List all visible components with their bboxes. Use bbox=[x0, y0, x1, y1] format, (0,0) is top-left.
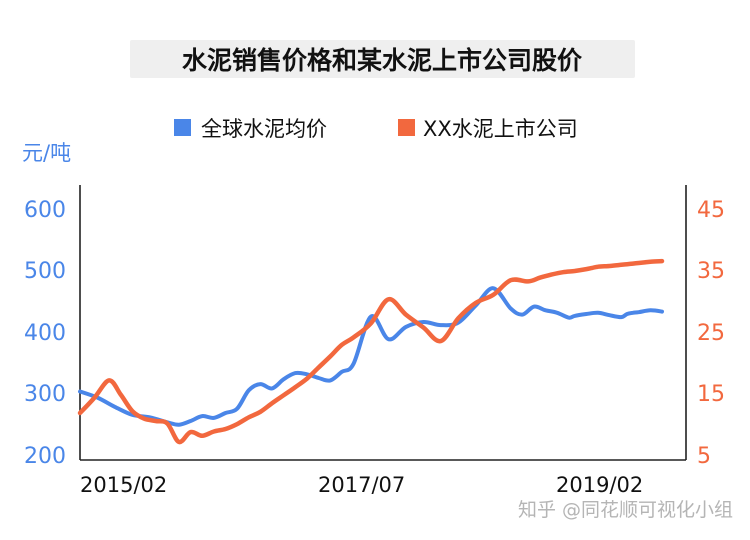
left-tick-label: 500 bbox=[24, 259, 66, 284]
series-line-global-price bbox=[78, 286, 664, 427]
x-tick-label: 2019/02 bbox=[556, 473, 643, 497]
legend-label-global-price: 全球水泥均价 bbox=[201, 117, 327, 141]
legend-swatch-company-stock bbox=[398, 119, 415, 136]
left-tick-label: 300 bbox=[24, 382, 66, 407]
left-axis-unit: 元/吨 bbox=[22, 141, 71, 165]
right-tick-label: 25 bbox=[697, 321, 725, 346]
legend-label-company-stock: XX水泥上市公司 bbox=[423, 117, 578, 141]
x-tick-label: 2017/07 bbox=[318, 473, 405, 497]
right-tick-label: 45 bbox=[697, 198, 725, 223]
left-tick-label: 600 bbox=[24, 198, 66, 223]
chart-title: 水泥销售价格和某水泥上市公司股价 bbox=[182, 46, 583, 75]
right-tick-label: 35 bbox=[697, 259, 725, 284]
series-line-company-stock bbox=[77, 258, 665, 445]
left-tick-label: 400 bbox=[24, 321, 66, 346]
legend-swatch-global-price bbox=[174, 119, 191, 136]
chart-title-background bbox=[130, 40, 635, 78]
x-tick-label: 2015/02 bbox=[80, 473, 167, 497]
watermark: 知乎 @同花顺可视化小组 bbox=[518, 499, 733, 521]
right-tick-label: 15 bbox=[697, 382, 725, 407]
left-tick-label: 200 bbox=[24, 444, 66, 469]
right-tick-label: 5 bbox=[697, 444, 711, 469]
